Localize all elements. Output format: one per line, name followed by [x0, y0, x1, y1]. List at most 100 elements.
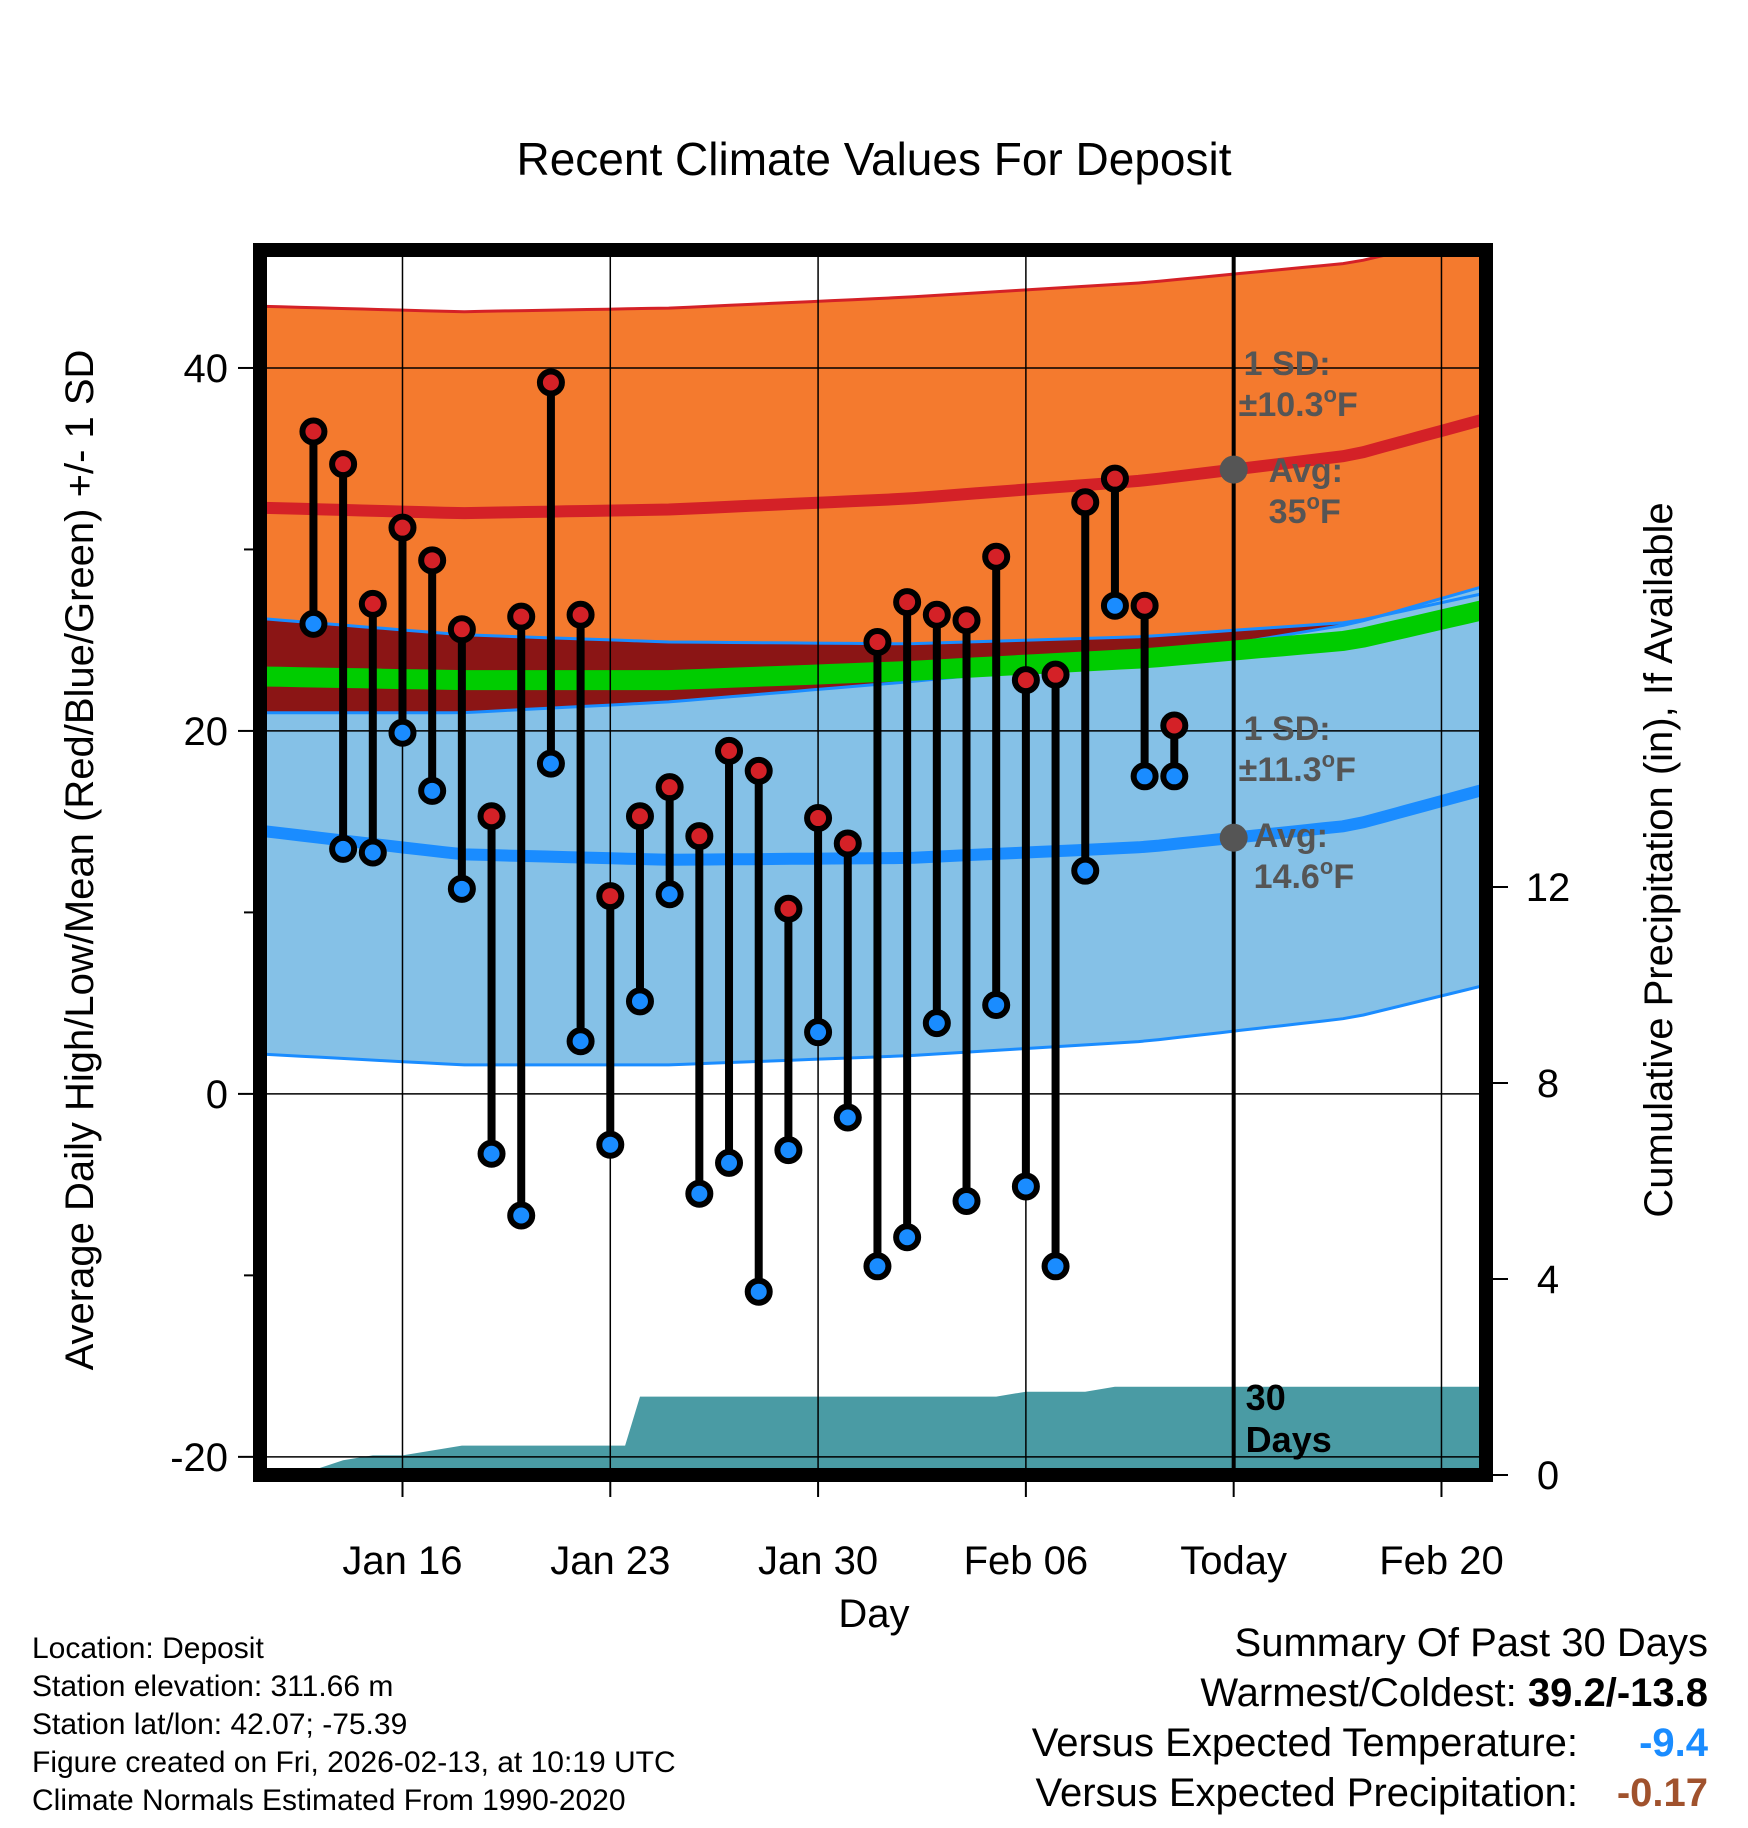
obs-high-point	[358, 589, 387, 618]
y-right-tick-label: 0	[1537, 1454, 1559, 1498]
obs-high-point	[536, 368, 565, 397]
low-sd-band	[260, 585, 1486, 1065]
obs-high-point	[655, 773, 684, 802]
normal-high-line	[260, 413, 1486, 520]
obs-high-point	[715, 736, 744, 765]
summary-temp-row: Versus Expected Temperature: -9.4	[1032, 1718, 1708, 1768]
obs-low-point	[329, 834, 358, 863]
axes: Jan 16 Jan 23 Jan 30 Feb 06 Today Feb 20 -20 0 2…	[170, 347, 1570, 1583]
y-tick-label: -20	[170, 1436, 228, 1480]
summary-warmest-row: Warmest/Coldest: 39.2/-13.8	[1032, 1668, 1708, 1718]
obs-low-point	[744, 1277, 773, 1306]
obs-high-point	[952, 606, 981, 635]
obs-high-point	[922, 600, 951, 629]
precip-days-number: 30	[1246, 1377, 1286, 1418]
obs-high-point	[596, 882, 625, 911]
obs-low-point	[596, 1130, 625, 1159]
obs-high-point	[863, 628, 892, 656]
obs-high-point	[418, 546, 447, 575]
obs-high-point	[804, 804, 833, 833]
info-normals: Climate Normals Estimated From 1990-2020	[32, 1784, 626, 1817]
x-axis-title: Day	[838, 1592, 909, 1636]
y-tick-label: 0	[206, 1073, 228, 1117]
high-sd-band	[260, 250, 1486, 644]
obs-low-point	[1041, 1252, 1070, 1281]
obs-low-point	[1100, 591, 1129, 620]
obs-low-point	[299, 609, 328, 638]
obs-high-point	[744, 756, 773, 785]
obs-low-point	[893, 1223, 922, 1252]
plot-area	[260, 250, 1486, 1475]
obs-low-point	[388, 718, 417, 747]
low-sd-lower-line	[260, 983, 1486, 1067]
info-elevation: Station elevation: 311.66 m	[32, 1670, 394, 1703]
obs-low-point	[447, 874, 476, 903]
summary-warmest-label: Warmest/Coldest:	[1200, 1671, 1528, 1715]
obs-low-point	[655, 880, 684, 909]
y-axis-title-right: Cumulative Precipitation (in), If Availa…	[1637, 502, 1681, 1217]
summary-temp-label: Versus Expected Temperature:	[1031, 1721, 1578, 1765]
summary-precip-row: Versus Expected Precipitation: -0.17	[1032, 1768, 1708, 1818]
info-latlon: Station lat/lon: 42.07; -75.39	[32, 1708, 408, 1741]
high-avg-label: Avg:	[1269, 452, 1343, 490]
obs-high-point	[685, 822, 714, 851]
y-right-tick-label: 4	[1537, 1258, 1559, 1302]
high-sd-upper-line	[260, 250, 1415, 314]
x-tick-label: Jan 16	[342, 1539, 462, 1583]
high-sd-label: 1 SD:	[1244, 345, 1331, 383]
obs-low-point	[1160, 762, 1189, 791]
obs-high-point	[1100, 464, 1129, 493]
x-tick-label: Feb 20	[1379, 1539, 1504, 1583]
y-tick-label: 20	[184, 710, 229, 754]
summary-precip-label: Versus Expected Precipitation:	[1035, 1771, 1578, 1815]
high-avg-marker	[1219, 455, 1248, 484]
low-avg-marker	[1219, 823, 1248, 852]
summary-panel: Summary Of Past 30 Days Warmest/Coldest:…	[1032, 1618, 1708, 1818]
x-tick-label: Jan 23	[550, 1539, 670, 1583]
low-sd-label: 1 SD:	[1244, 710, 1331, 748]
obs-low-point	[358, 838, 387, 867]
plot-frame	[253, 243, 1493, 1482]
high-sd-value: ±10.3oF	[1239, 382, 1358, 424]
obs-low-point	[1130, 762, 1159, 791]
obs-high-point	[1130, 591, 1159, 620]
obs-high-point	[388, 513, 417, 542]
obs-low-point	[1071, 856, 1100, 885]
x-tick-label: Jan 30	[758, 1539, 878, 1583]
obs-low-point	[863, 1252, 892, 1281]
summary-warmest-value: 39.2/-13.8	[1527, 1671, 1708, 1715]
obs-high-point	[447, 615, 476, 644]
x-tick-label: Today	[1180, 1539, 1287, 1583]
precip-days-label: Days	[1246, 1419, 1332, 1460]
y-right-tick-label: 12	[1526, 866, 1571, 910]
high-avg-value: 35oF	[1269, 489, 1341, 531]
station-info: Location: Deposit Station elevation: 311…	[32, 1630, 676, 1820]
info-created: Figure created on Fri, 2026-02-13, at 10…	[32, 1746, 676, 1779]
low-sd-value: ±11.3oF	[1239, 747, 1356, 789]
obs-low-point	[536, 749, 565, 778]
obs-high-point	[329, 450, 358, 479]
info-location: Location: Deposit	[32, 1632, 264, 1665]
obs-low-point	[625, 987, 654, 1016]
obs-low-point	[804, 1018, 833, 1047]
obs-high-point	[1071, 488, 1100, 517]
y-axis-title-left: Average Daily High/Low/Mean (Red/Blue/Gr…	[58, 350, 102, 1371]
obs-low-point	[922, 1009, 951, 1038]
low-avg-value: 14.6oF	[1254, 854, 1354, 896]
obs-high-point	[982, 542, 1011, 571]
obs-high-point	[1011, 666, 1040, 695]
y-right-tick-label: 8	[1537, 1062, 1559, 1106]
obs-low-point	[952, 1186, 981, 1215]
obs-high-point	[893, 588, 922, 617]
obs-low-point	[774, 1136, 803, 1165]
x-tick-label: Feb 06	[964, 1539, 1089, 1583]
obs-high-point	[507, 602, 536, 631]
summary-precip-value: -0.17	[1616, 1771, 1708, 1815]
obs-low-point	[833, 1103, 862, 1132]
obs-low-point	[715, 1148, 744, 1177]
obs-high-point	[1041, 660, 1070, 689]
summary-temp-value: -9.4	[1639, 1721, 1708, 1765]
chart-title: Recent Climate Values For Deposit	[517, 133, 1232, 185]
